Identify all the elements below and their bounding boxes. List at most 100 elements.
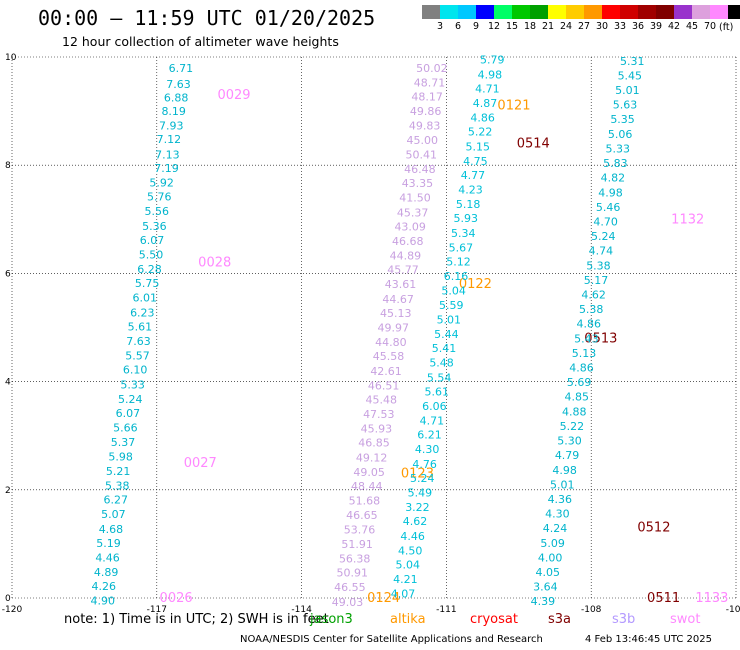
wave-height-value: 5.75 xyxy=(135,277,160,290)
wave-height-value: 5.56 xyxy=(145,205,170,218)
satellite-legend-item: altika xyxy=(390,612,426,627)
legend-swatch xyxy=(638,5,656,19)
lon-tick-label: -105 xyxy=(726,605,740,615)
wave-height-value: 5.07 xyxy=(101,508,126,521)
legend-swatch xyxy=(440,5,458,19)
wave-height-value: 56.38 xyxy=(339,553,371,566)
legend-swatch xyxy=(530,5,548,19)
wave-height-value: 7.19 xyxy=(154,162,179,175)
wave-height-value: 5.46 xyxy=(596,201,621,214)
wave-height-value: 4.24 xyxy=(543,522,568,535)
legend-swatch xyxy=(422,5,440,19)
wave-height-value: 5.01 xyxy=(550,478,575,491)
legend-swatch xyxy=(728,5,740,19)
wave-height-value: 49.05 xyxy=(353,466,385,479)
wave-height-value: 43.09 xyxy=(394,220,426,233)
wave-height-value: 5.31 xyxy=(620,55,645,68)
wave-height-value: 48.17 xyxy=(411,90,443,103)
wave-height-value: 6.16 xyxy=(444,270,469,283)
wave-height-value: 50.91 xyxy=(337,567,369,580)
legend-tick-label: 30 xyxy=(595,21,609,32)
wave-height-value: 5.01 xyxy=(437,313,462,326)
legend-tick-label: 9 xyxy=(472,21,480,32)
pass-time-label: 1133 xyxy=(695,591,728,606)
wave-height-value: 5.38 xyxy=(105,479,130,492)
wave-height-value: 46.85 xyxy=(358,437,390,450)
wave-height-value: 42.61 xyxy=(370,365,402,378)
wave-height-value: 4.86 xyxy=(470,112,495,125)
legend-swatch xyxy=(656,5,674,19)
legend-swatch xyxy=(512,5,530,19)
legend-tick-label: 6 xyxy=(454,21,462,32)
legend-tick-label: 33 xyxy=(613,21,627,32)
wave-height-value: 4.77 xyxy=(461,169,486,182)
wave-height-value: 5.15 xyxy=(466,140,491,153)
wave-height-value: 4.82 xyxy=(601,172,626,185)
wave-height-value: 6.27 xyxy=(104,494,129,507)
wave-height-value: 45.93 xyxy=(361,423,393,436)
satellite-legend-item: cryosat xyxy=(470,612,518,627)
legend-tick-label: 42 xyxy=(667,21,681,32)
wave-height-value: 45.58 xyxy=(373,350,405,363)
wave-height-value: 46.55 xyxy=(334,581,366,594)
wave-height-value: 5.57 xyxy=(125,350,150,363)
wave-height-value: 44.80 xyxy=(375,336,407,349)
wave-height-value: 4.62 xyxy=(403,515,428,528)
lon-tick-label: -111 xyxy=(436,605,456,615)
wave-height-value: 5.45 xyxy=(618,69,643,82)
legend-swatch xyxy=(476,5,494,19)
wave-height-value: 49.83 xyxy=(409,120,441,133)
wave-height-value: 45.13 xyxy=(380,307,412,320)
wave-height-value: 4.39 xyxy=(531,595,556,608)
page-title: 00:00 – 11:59 UTC 01/20/2025 xyxy=(38,6,376,30)
wave-height-value: 5.19 xyxy=(96,537,121,550)
pass-time-label: 0514 xyxy=(517,137,550,152)
wave-height-value: 4.98 xyxy=(598,186,623,199)
pass-time-label: 1132 xyxy=(671,212,704,227)
wave-height-value: 51.68 xyxy=(349,495,381,508)
wave-height-value: 44.67 xyxy=(382,293,414,306)
pass-time-label: 0122 xyxy=(459,277,492,292)
wave-height-value: 46.51 xyxy=(368,379,400,392)
wave-height-value: 5.61 xyxy=(128,320,153,333)
pass-time-label: 0028 xyxy=(198,256,231,271)
wave-height-value: 4.50 xyxy=(398,544,423,557)
wave-height-value: 5.34 xyxy=(451,227,476,240)
wave-height-value: 4.88 xyxy=(562,405,587,418)
wave-height-value: 50.02 xyxy=(416,62,448,75)
wave-height-value: 50.41 xyxy=(406,148,438,161)
wave-height-value: 5.50 xyxy=(139,248,164,261)
wave-height-value: 4.87 xyxy=(473,97,498,110)
wave-height-value: 6.21 xyxy=(417,429,442,442)
legend-swatch xyxy=(620,5,638,19)
wave-height-value: 5.83 xyxy=(603,157,628,170)
pass-time-label: 0029 xyxy=(217,88,250,103)
lat-tick-label: 8 xyxy=(5,161,11,171)
wave-height-value: 5.04 xyxy=(441,285,466,298)
legend-swatch xyxy=(674,5,692,19)
wave-height-value: 4.70 xyxy=(593,215,618,228)
legend-tick-label: 3 xyxy=(436,21,444,32)
wave-height-value: 8.19 xyxy=(161,105,186,118)
lon-tick-label: -120 xyxy=(2,605,23,615)
wave-height-value: 4.23 xyxy=(458,184,483,197)
pass-time-label: 0123 xyxy=(401,467,434,482)
wave-height-value: 45.77 xyxy=(387,264,419,277)
wave-height-value: 53.76 xyxy=(344,523,376,536)
wave-height-value: 4.74 xyxy=(589,245,614,258)
wave-height-value: 6.07 xyxy=(140,234,165,247)
wave-height-value: 5.98 xyxy=(108,450,133,463)
wave-height-value: 5.22 xyxy=(468,126,493,139)
wave-height-value: 5.38 xyxy=(579,303,604,316)
satellite-legend-item: s3a xyxy=(548,612,572,627)
pass-time-label: 0512 xyxy=(637,521,670,536)
legend-tick-label: 27 xyxy=(577,21,591,32)
legend-swatch xyxy=(458,5,476,19)
wave-height-value: 5.79 xyxy=(480,54,505,67)
legend-tick-label: 12 xyxy=(487,21,501,32)
wave-height-value: 4.07 xyxy=(391,588,416,601)
wave-height-value: 49.03 xyxy=(332,596,364,609)
wave-height-value: 4.86 xyxy=(577,318,602,331)
wave-height-value: 6.23 xyxy=(130,306,155,319)
legend-tick-label: 36 xyxy=(631,21,645,32)
